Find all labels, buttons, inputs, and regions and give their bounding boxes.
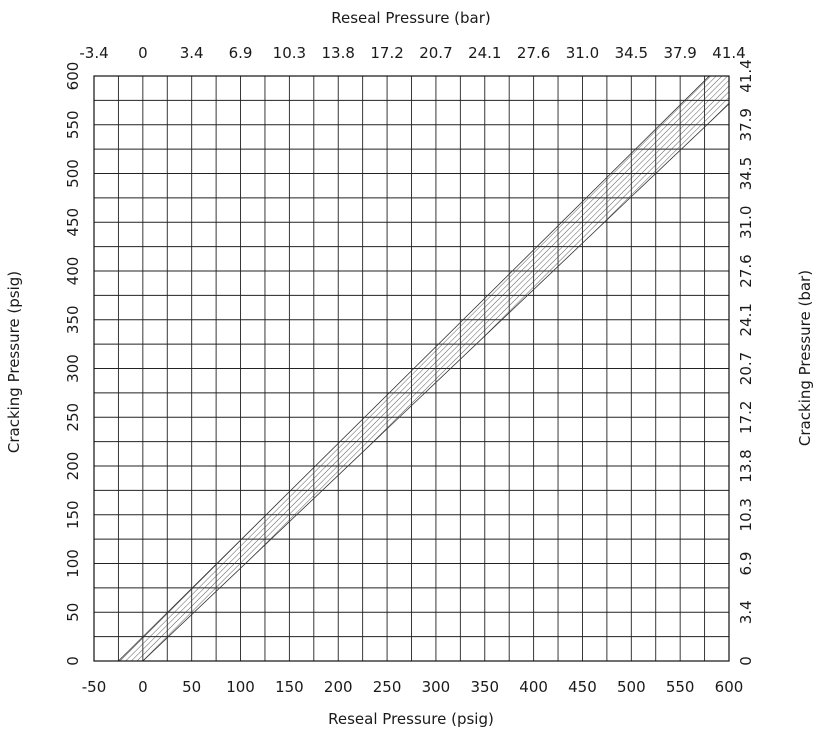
y2-tick-label: 13.8 — [737, 449, 755, 482]
y2-tick-label: 3.4 — [737, 600, 755, 624]
x2-tick-label: 13.8 — [322, 44, 355, 62]
y2-tick-label: 27.6 — [737, 254, 755, 287]
y2-tick-label: 17.2 — [737, 401, 755, 434]
x2-tick-label: 17.2 — [370, 44, 403, 62]
y2-tick-label: 34.5 — [737, 157, 755, 190]
y2-tick-label: 37.9 — [737, 108, 755, 141]
x2-tick-label: 31.0 — [566, 44, 599, 62]
x-tick-label: -50 — [82, 678, 107, 696]
y2-tick-label: 0 — [737, 656, 755, 666]
x-tick-label: 150 — [275, 678, 304, 696]
x2-tick-label: 34.5 — [615, 44, 648, 62]
y-tick-label: 400 — [64, 257, 82, 286]
x2-tick-label: -3.4 — [79, 44, 108, 62]
x-tick-label: 0 — [138, 678, 148, 696]
x-tick-label: 50 — [182, 678, 201, 696]
x2-tick-label: 20.7 — [419, 44, 452, 62]
y-tick-label: 250 — [64, 403, 82, 432]
x2-tick-label: 6.9 — [229, 44, 253, 62]
x-tick-label: 550 — [666, 678, 695, 696]
x-tick-label: 450 — [568, 678, 597, 696]
y2-tick-label: 41.4 — [737, 59, 755, 92]
y-tick-label: 150 — [64, 500, 82, 529]
y2-tick-label: 31.0 — [737, 206, 755, 239]
y2-tick-label: 20.7 — [737, 352, 755, 385]
hatched-band — [118, 57, 758, 662]
y2-axis-title: Cracking Pressure (bar) — [796, 270, 814, 446]
y-tick-label: 0 — [64, 656, 82, 666]
x-tick-label: 200 — [324, 678, 353, 696]
y-tick-label: 200 — [64, 452, 82, 481]
y-tick-label: 600 — [64, 62, 82, 91]
x-tick-label: 500 — [617, 678, 646, 696]
x-tick-label: 100 — [226, 678, 255, 696]
y-tick-label: 50 — [64, 603, 82, 622]
y2-tick-label: 24.1 — [737, 303, 755, 336]
x-tick-label: 250 — [373, 678, 402, 696]
x2-tick-label: 3.4 — [180, 44, 204, 62]
x-tick-label: 350 — [470, 678, 499, 696]
y-tick-label: 450 — [64, 208, 82, 237]
y-tick-label: 500 — [64, 159, 82, 188]
y-tick-label: 350 — [64, 305, 82, 334]
x2-tick-label: 27.6 — [517, 44, 550, 62]
x-tick-label: 300 — [422, 678, 451, 696]
y-axis-title: Cracking Pressure (psig) — [5, 271, 23, 453]
y-tick-label: 100 — [64, 549, 82, 578]
y2-tick-label: 6.9 — [737, 552, 755, 576]
x2-tick-label: 0 — [138, 44, 148, 62]
x2-tick-label: 24.1 — [468, 44, 501, 62]
x2-tick-label: 37.9 — [663, 44, 696, 62]
y-tick-label: 550 — [64, 110, 82, 139]
x2-tick-label: 10.3 — [273, 44, 306, 62]
y2-tick-label: 10.3 — [737, 498, 755, 531]
x2-axis-title: Reseal Pressure (bar) — [331, 9, 491, 27]
x-tick-label: 400 — [519, 678, 548, 696]
y-tick-label: 300 — [64, 354, 82, 383]
x-tick-label: 600 — [715, 678, 744, 696]
x-axis-title: Reseal Pressure (psig) — [328, 710, 494, 728]
